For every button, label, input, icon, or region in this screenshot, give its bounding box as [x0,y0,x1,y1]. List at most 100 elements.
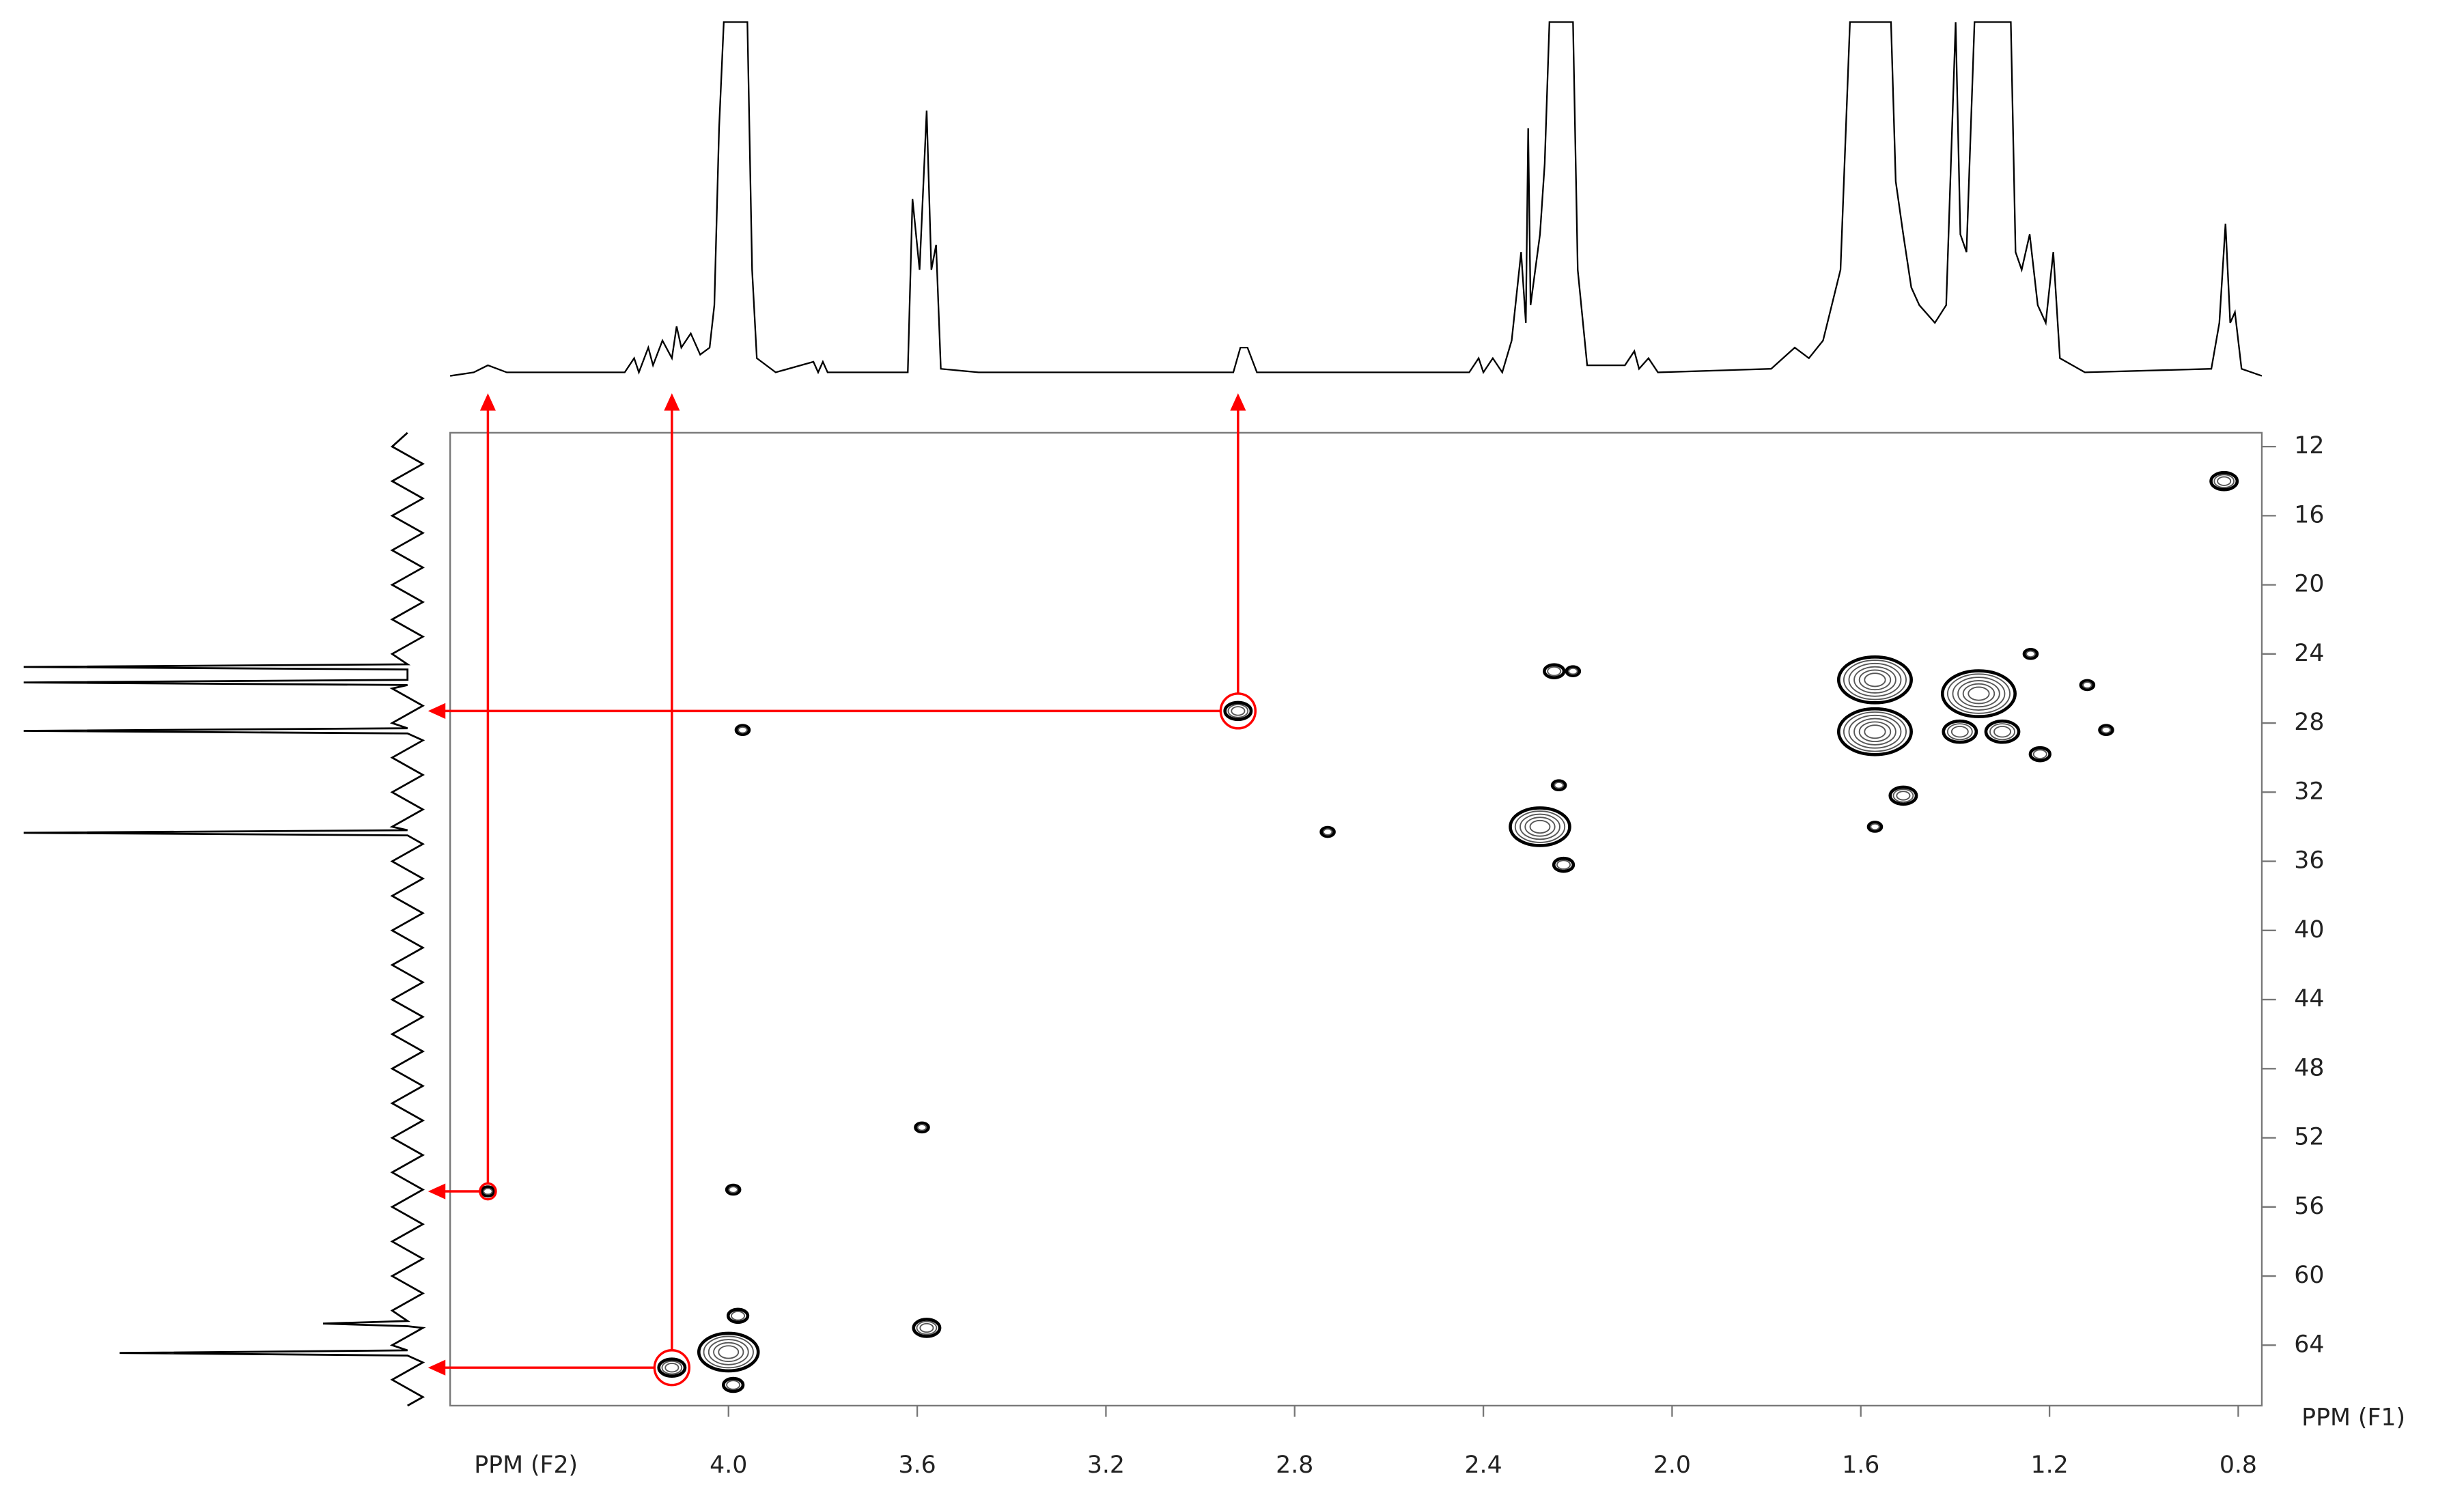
contour [2098,724,2114,737]
cross-peak [479,1185,496,1198]
contour [1989,723,2015,741]
contour [1888,785,1918,806]
cross-peak [2028,746,2052,763]
contour [1543,663,1566,679]
cross-peak [2098,724,2114,737]
contour [1556,860,1571,870]
contour [661,1360,683,1375]
y-tick-label: 60 [2294,1262,2324,1289]
contour [1227,704,1249,718]
y-tick-label: 48 [2294,1054,2324,1081]
contour [1866,821,1884,833]
contour [1843,660,1907,700]
contour [2082,681,2092,689]
contour [1848,714,1902,749]
cross-peak [725,1183,742,1196]
cross-peak [1319,825,1336,838]
contour [725,1183,742,1196]
cross-peak [726,1307,750,1324]
contour [2209,470,2239,492]
cross-peak [1888,785,1918,806]
contour [1858,669,1892,691]
arrowhead [1230,393,1246,411]
cross-peak [1552,856,1576,873]
contour [916,1320,938,1335]
y-tick-label: 64 [2294,1331,2324,1358]
cross-peak [1565,665,1582,677]
contour [1864,672,1886,688]
x-tick-label: 1.6 [1842,1451,1879,1479]
cross-peak [734,724,751,737]
x-tick-label: 3.2 [1087,1451,1125,1479]
contour [726,1307,750,1324]
contour [738,726,748,734]
cross-peak [1543,663,1566,679]
contour [697,1331,760,1373]
cross-peak [1223,700,1253,722]
arrowhead [664,393,680,411]
contour [1836,707,1913,756]
contour [1848,662,1902,697]
contour [2079,679,2096,692]
y-tick-label: 52 [2294,1124,2324,1151]
cross-peak [1836,707,1913,756]
y-tick-label: 12 [2294,432,2324,459]
cross-peak [914,1121,930,1134]
cross-peak [1509,806,1571,847]
contour [1853,718,1896,746]
contour [734,724,751,737]
contour [1524,817,1556,837]
cross-peak [2209,470,2239,492]
f1-projection [23,431,426,1407]
contour [1520,813,1560,840]
cross-peak [1836,655,1913,705]
contour [664,1363,680,1373]
x-tick-label: 2.4 [1464,1451,1502,1479]
cross-peak [1942,719,1978,744]
contour [1223,700,1253,722]
cross-peak [657,1357,687,1378]
y-tick-label: 44 [2294,985,2324,1012]
contour [1993,726,2011,738]
contour [1529,819,1551,834]
cross-peak [2079,679,2096,692]
contour [1940,669,2017,718]
y-tick-label: 40 [2294,916,2324,944]
contour [2026,650,2036,658]
cross-peak [2022,648,2039,660]
x-tick-label: 0.8 [2220,1451,2257,1479]
contour [708,1339,749,1365]
contour [1322,828,1333,836]
contour [1962,683,1996,705]
x-axis-label: PPM (F2) [474,1451,578,1479]
contour [1858,721,1892,743]
contour [2022,648,2039,660]
arrowhead [428,1183,446,1200]
contour [1565,665,1582,677]
contour [1554,781,1564,789]
cross-peak [1940,669,2017,718]
y-tick-label: 56 [2294,1193,2324,1220]
contour [1853,666,1896,694]
contour [919,1322,934,1333]
cross-peak [1550,779,1567,792]
y-tick-label: 32 [2294,778,2324,805]
y-tick-label: 28 [2294,709,2324,736]
contour [731,1311,746,1321]
contour [914,1121,930,1134]
contour [1942,719,1978,744]
y-tick-label: 24 [2294,640,2324,667]
cross-peak [1984,719,2021,744]
contour [1843,711,1907,752]
contour [1892,789,1914,803]
y-tick-label: 16 [2294,501,2324,528]
contour [1946,673,2011,714]
f2-projection [449,21,2263,377]
contour [1836,655,1913,705]
contour [1514,810,1566,843]
cross-peak [912,1318,942,1338]
cross-peak [722,1376,745,1393]
contour [479,1185,496,1198]
contour [1319,825,1336,838]
